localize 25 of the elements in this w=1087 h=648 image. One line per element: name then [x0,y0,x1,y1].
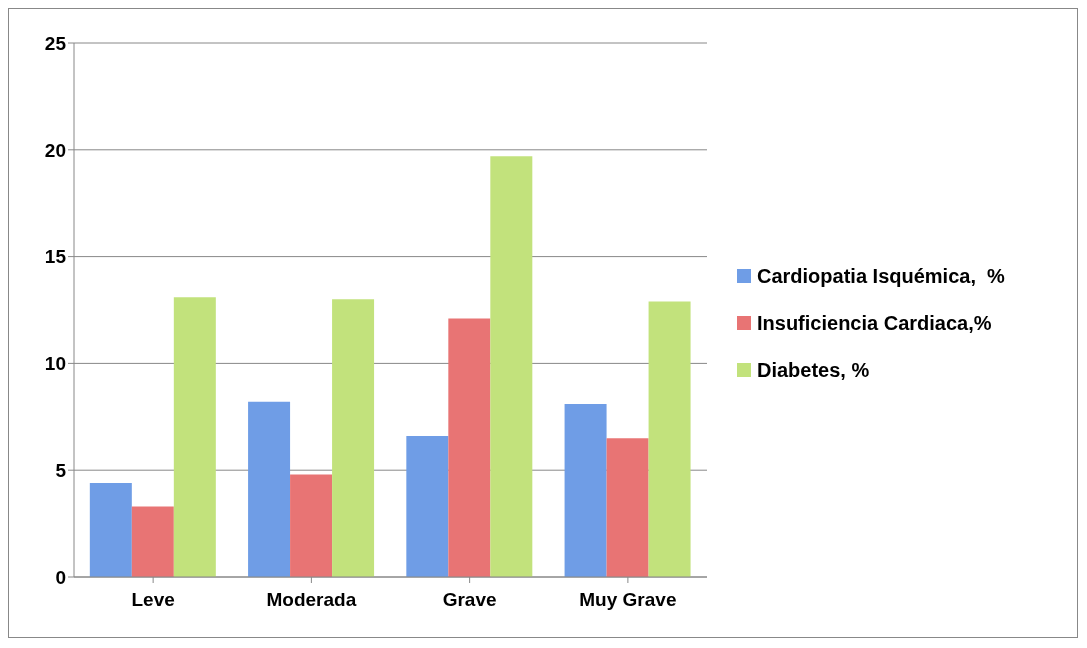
y-tick-label: 15 [44,246,67,268]
y-tick-label: 25 [44,32,67,54]
bar [131,506,174,577]
bar [406,436,449,577]
y-tick-label: 10 [44,353,66,375]
bar [332,299,375,577]
x-tick-label: Leve [131,589,175,611]
legend-label: Diabetes, % [757,358,870,382]
bar [606,438,649,577]
x-tick-label: Moderada [266,589,357,611]
bar [248,401,291,577]
bar [648,301,691,577]
y-tick-label: 5 [55,459,67,481]
bar [448,318,491,577]
bar [564,403,607,577]
x-tick-label: Grave [442,589,497,611]
y-tick-label: 20 [44,139,66,161]
legend-label: Insuficiencia Cardiaca,% [757,311,992,335]
x-tick-label: Muy Grave [579,589,677,611]
y-tick-label: 0 [55,566,66,588]
bar [490,156,533,577]
bar [173,297,216,577]
bar [290,474,333,577]
legend-label: Cardiopatia Isquémica, % [757,264,1005,288]
bar [89,483,132,577]
